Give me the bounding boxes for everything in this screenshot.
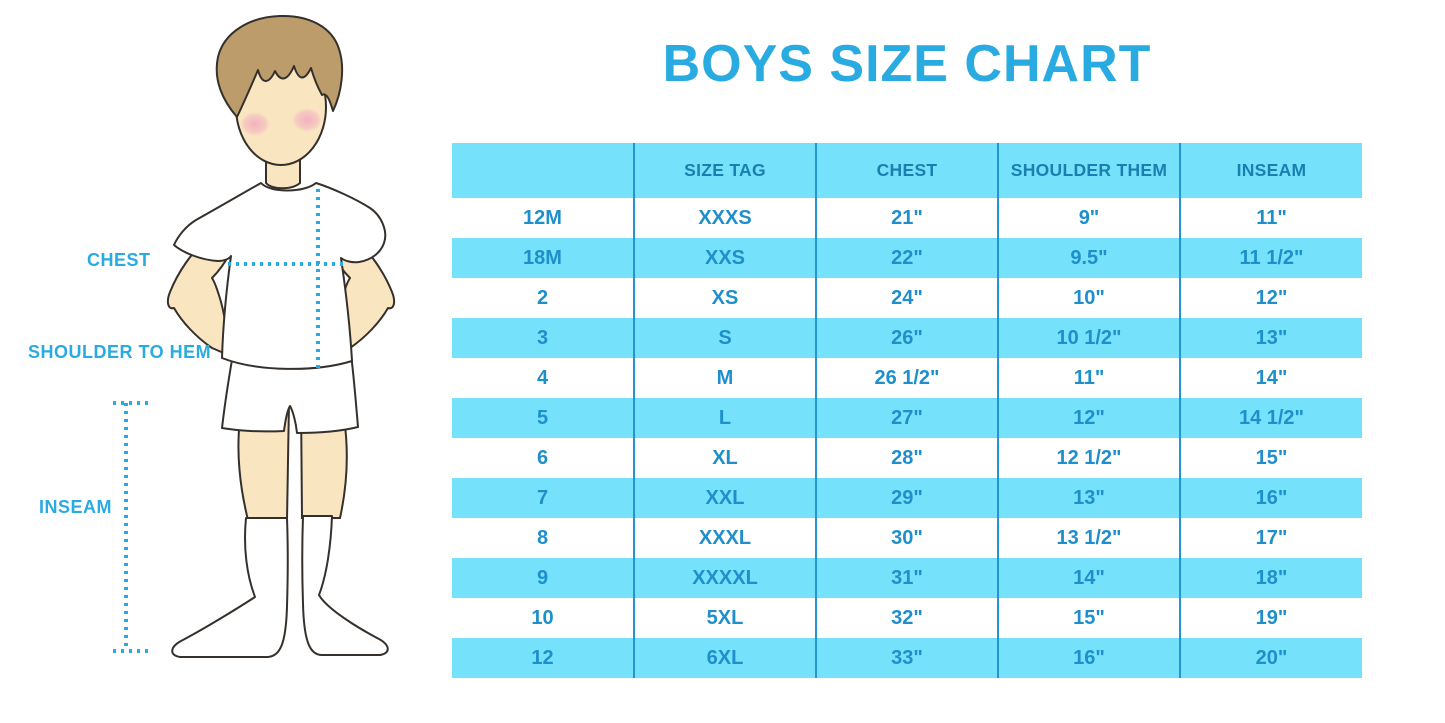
table-cell: 12 1/2" — [997, 438, 1180, 478]
table-cell: 4 — [452, 358, 634, 398]
table-cell: 26 1/2" — [815, 358, 998, 398]
header-shoulder-them: SHOULDER THEM — [997, 143, 1180, 198]
boy-tshirt — [173, 182, 387, 370]
boy-illustration — [113, 14, 396, 658]
table-cell: 22" — [815, 238, 998, 278]
table-cell: XS — [633, 278, 816, 318]
table-row: 3 S 26" 10 1/2" 13" — [452, 318, 1362, 358]
table-cell: 10 — [452, 598, 634, 638]
table-cell: 7 — [452, 478, 634, 518]
table-header-row: SIZE TAG CHEST SHOULDER THEM INSEAM — [452, 143, 1362, 198]
table-cell: S — [633, 318, 816, 358]
table-cell: 10" — [997, 278, 1180, 318]
table-cell: XL — [633, 438, 816, 478]
table-cell: 19" — [1179, 598, 1362, 638]
table-cell: XXS — [633, 238, 816, 278]
table-row: 9 XXXXL 31" 14" 18" — [452, 558, 1362, 598]
table-cell: 30" — [815, 518, 998, 558]
table-cell: 11" — [1179, 198, 1362, 238]
table-cell: 16" — [997, 638, 1180, 678]
table-row: 7 XXL 29" 13" 16" — [452, 478, 1362, 518]
boy-right-sock — [301, 515, 389, 656]
table-cell: 9 — [452, 558, 634, 598]
table-cell: 12" — [997, 398, 1180, 438]
table-row: 8 XXXL 30" 13 1/2" 17" — [452, 518, 1362, 558]
table-cell: 11 1/2" — [1179, 238, 1362, 278]
table-cell: 29" — [815, 478, 998, 518]
table-cell: 12" — [1179, 278, 1362, 318]
table-cell: 13" — [1179, 318, 1362, 358]
table-row: 6 XL 28" 12 1/2" 15" — [452, 438, 1362, 478]
table-cell: 6 — [452, 438, 634, 478]
table-cell: 21" — [815, 198, 998, 238]
table-cell: 31" — [815, 558, 998, 598]
measurement-figure: CHEST SHOULDER TO HEM INSEAM — [0, 0, 460, 723]
table-cell: 18M — [452, 238, 634, 278]
boy-hair — [215, 14, 344, 118]
table-cell: 14 1/2" — [1179, 398, 1362, 438]
table-cell: 6XL — [633, 638, 816, 678]
boy-cheek-left — [240, 112, 270, 136]
table-cell: 13" — [997, 478, 1180, 518]
size-chart-table: SIZE TAG CHEST SHOULDER THEM INSEAM 12M X… — [452, 143, 1362, 678]
table-cell: 18" — [1179, 558, 1362, 598]
table-cell: 14" — [997, 558, 1180, 598]
table-row: 4 M 26 1/2" 11" 14" — [452, 358, 1362, 398]
table-cell: 33" — [815, 638, 998, 678]
table-cell: 15" — [997, 598, 1180, 638]
table-cell: 3 — [452, 318, 634, 358]
table-cell: 2 — [452, 278, 634, 318]
table-cell: 26" — [815, 318, 998, 358]
table-cell: 9.5" — [997, 238, 1180, 278]
page-title: BOYS SIZE CHART — [662, 35, 1152, 93]
inseam-label: INSEAM — [39, 497, 113, 517]
header-size-tag: SIZE TAG — [633, 143, 816, 198]
table-row: 10 5XL 32" 15" 19" — [452, 598, 1362, 638]
table-cell: 17" — [1179, 518, 1362, 558]
table-cell: 14" — [1179, 358, 1362, 398]
table-cell: 8 — [452, 518, 634, 558]
table-row: 12M XXXS 21" 9" 11" — [452, 198, 1362, 238]
header-inseam: INSEAM — [1179, 143, 1362, 198]
table-cell: 9" — [997, 198, 1180, 238]
table-cell: 16" — [1179, 478, 1362, 518]
table-cell: 11" — [997, 358, 1180, 398]
table-row: 5 L 27" 12" 14 1/2" — [452, 398, 1362, 438]
table-cell: 32" — [815, 598, 998, 638]
table-cell: 13 1/2" — [997, 518, 1180, 558]
boy-cheek-right — [292, 108, 322, 132]
table-cell: 27" — [815, 398, 998, 438]
shoulder-to-hem-label: SHOULDER TO HEM — [28, 342, 212, 362]
table-row: 2 XS 24" 10" 12" — [452, 278, 1362, 318]
table-cell: L — [633, 398, 816, 438]
table-cell: 20" — [1179, 638, 1362, 678]
table-cell: XXL — [633, 478, 816, 518]
header-size-col — [452, 143, 634, 198]
table-body: 12M XXXS 21" 9" 11" 18M XXS 22" 9.5" 11 1/2" 2 XS 24… — [452, 198, 1362, 678]
table-cell: 15" — [1179, 438, 1362, 478]
header-chest: CHEST — [815, 143, 998, 198]
table-cell: XXXL — [633, 518, 816, 558]
boy-left-sock — [171, 517, 289, 658]
chest-label: CHEST — [87, 250, 151, 270]
boy-shorts — [221, 353, 359, 434]
table-cell: XXXXL — [633, 558, 816, 598]
table-cell: 12M — [452, 198, 634, 238]
table-cell: 24" — [815, 278, 998, 318]
table-cell: 28" — [815, 438, 998, 478]
table-row: 12 6XL 33" 16" 20" — [452, 638, 1362, 678]
table-cell: 10 1/2" — [997, 318, 1180, 358]
table-cell: M — [633, 358, 816, 398]
table-cell: 5 — [452, 398, 634, 438]
table-row: 18M XXS 22" 9.5" 11 1/2" — [452, 238, 1362, 278]
table-cell: 5XL — [633, 598, 816, 638]
table-cell: XXXS — [633, 198, 816, 238]
table-cell: 12 — [452, 638, 634, 678]
